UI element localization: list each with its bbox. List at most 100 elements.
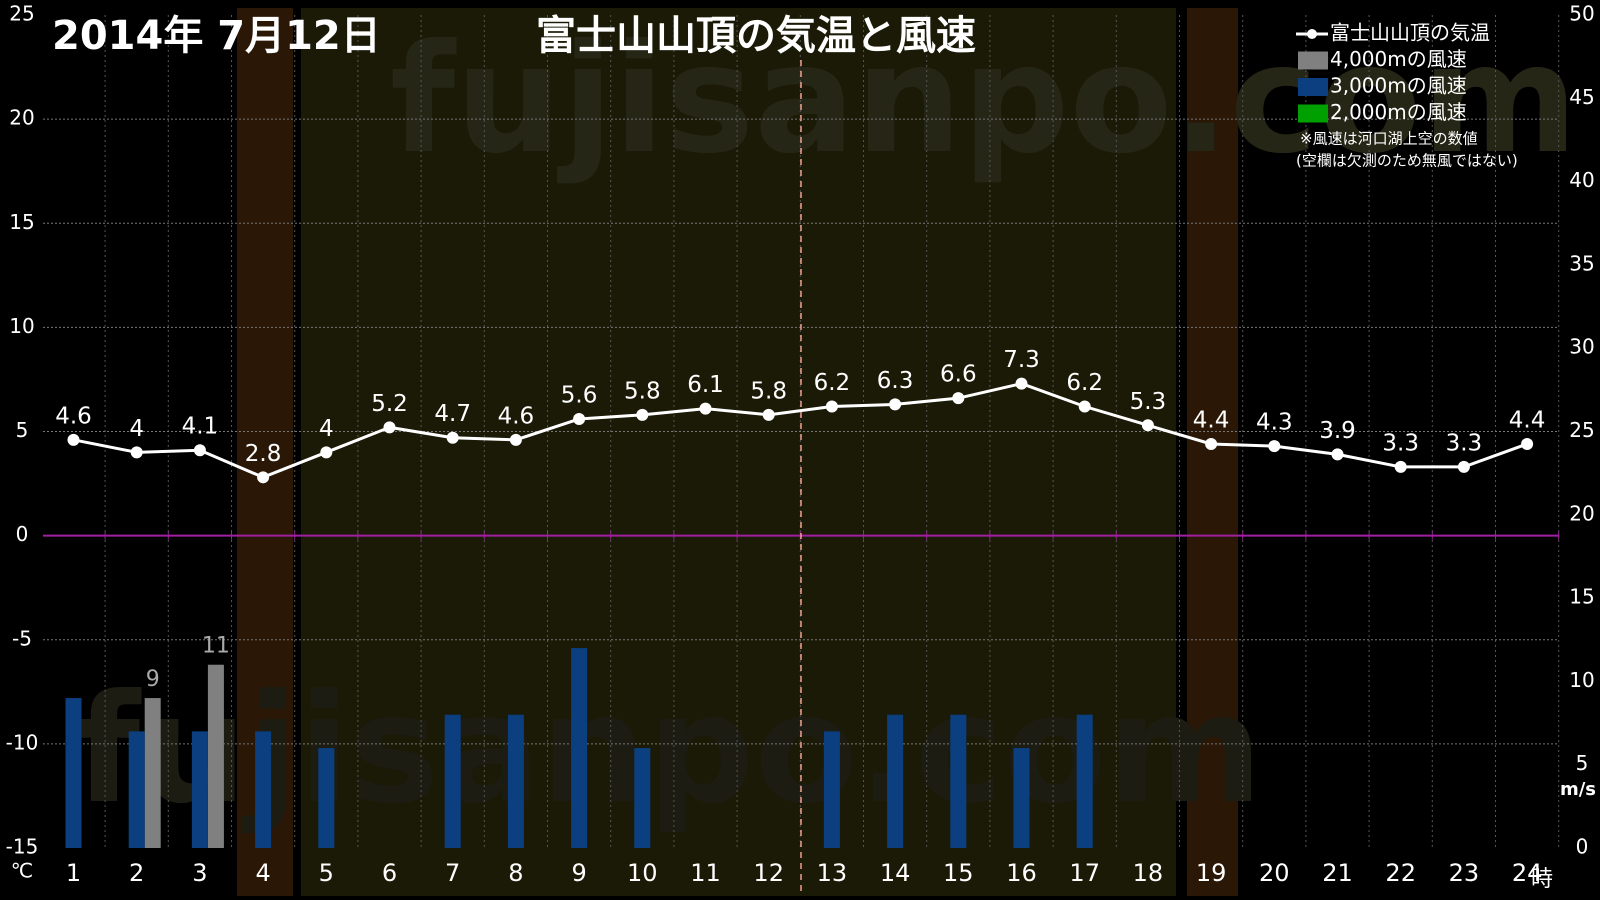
data-label: 5.6 [561,383,598,409]
data-label: 6.6 [940,362,977,388]
legend-label: 富士山山頂の気温 [1330,21,1490,45]
data-label: 6.2 [1066,370,1103,396]
y2-tick-label: 35 [1569,251,1594,275]
data-label: 4.6 [498,403,535,429]
data-label: 3.3 [1382,430,1419,456]
legend-swatch [1298,78,1328,96]
point [1141,419,1154,432]
point [257,471,270,484]
point [67,433,80,446]
bar [634,748,651,848]
x-tick-label: 12 [753,859,784,887]
data-label: 4.3 [1256,410,1293,436]
legend-note: ※風速は河口湖上空の数値 [1300,130,1478,148]
chart-title: 2014年 7月12日 [52,13,381,59]
point [1268,440,1281,453]
point [193,444,206,457]
x-tick-label: 20 [1259,859,1290,887]
x-tick-label: 15 [943,859,974,887]
y-tick-label: 20 [9,106,34,130]
bar [128,731,145,848]
x-tick-label: 22 [1385,859,1416,887]
point [825,400,838,413]
data-label: 4.6 [55,403,92,429]
y-tick-label: 25 [9,2,34,26]
point [1205,437,1218,450]
point [1521,437,1534,450]
y2-tick-label: 15 [1569,585,1594,609]
data-label: 3.9 [1319,418,1356,444]
x-tick-label: 9 [571,859,586,887]
point [636,408,649,421]
x-unit: 時 [1531,867,1553,892]
point [573,413,586,426]
legend-swatch [1307,29,1317,39]
y-unit: ℃ [11,859,33,883]
x-tick-label: 18 [1133,859,1164,887]
y2-tick-label: 40 [1569,168,1594,192]
x-tick-label: 4 [255,859,270,887]
y2-tick-label: 10 [1569,668,1594,692]
y-tick-label: -10 [6,730,39,754]
data-label: 4.4 [1193,407,1230,433]
data-label: 4.1 [182,414,219,440]
bar [1076,714,1093,848]
y2-unit: m/s [1560,779,1596,800]
point [1331,448,1344,461]
data-label: 4.4 [1509,407,1546,433]
data-label: 5.8 [624,378,661,404]
point [130,446,143,459]
x-tick-label: 17 [1069,859,1100,887]
bar [507,714,524,848]
data-label: 4.7 [434,401,471,427]
y-tick-label: 0 [16,522,29,546]
legend-note: (空欄は欠測のため無風ではない) [1296,152,1518,170]
point [383,421,396,434]
chart-subtitle: 富士山山頂の気温と風速 [536,13,976,59]
x-tick-label: 14 [880,859,911,887]
watermark: fujisanpo.com [75,663,1263,837]
data-label: 2.8 [245,441,282,467]
y2-tick-label: 30 [1569,335,1594,359]
data-label: 6.2 [814,370,851,396]
data-label: 9 [146,667,160,692]
point [889,398,902,411]
data-label: 5.2 [371,391,408,417]
y-tick-label: -5 [12,626,32,650]
data-label: 6.3 [877,368,914,394]
x-tick-label: 16 [1006,859,1037,887]
legend-swatch [1298,104,1328,123]
data-label: 4 [319,416,334,442]
data-label: 7.3 [1003,347,1040,373]
y2-tick-label: 20 [1569,501,1594,525]
y2-tick-label: 5 [1576,751,1589,775]
point [509,433,522,446]
bar [318,748,335,848]
data-label: 4 [129,416,144,442]
bar [65,698,82,848]
x-tick-label: 24 [1512,859,1543,887]
point [1015,377,1028,390]
point [1394,460,1407,473]
x-tick-label: 23 [1449,859,1480,887]
x-tick-label: 5 [319,859,334,887]
y-tick-label: 15 [9,210,34,234]
y-tick-label: 5 [16,418,29,442]
bar [823,731,840,848]
legend-swatch [1298,51,1328,70]
legend-label: 2,000mの風速 [1330,100,1467,124]
x-tick-label: 19 [1196,859,1227,887]
data-label: 5.3 [1130,389,1167,415]
data-label: 3.3 [1446,430,1483,456]
x-tick-label: 7 [445,859,460,887]
point [320,446,333,459]
bar [444,714,461,848]
bar [950,714,967,848]
point [1078,400,1091,413]
y-tick-label: -15 [6,835,39,859]
y2-tick-label: 25 [1569,418,1594,442]
data-label: 6.1 [687,372,724,398]
y2-tick-label: 0 [1576,835,1589,859]
